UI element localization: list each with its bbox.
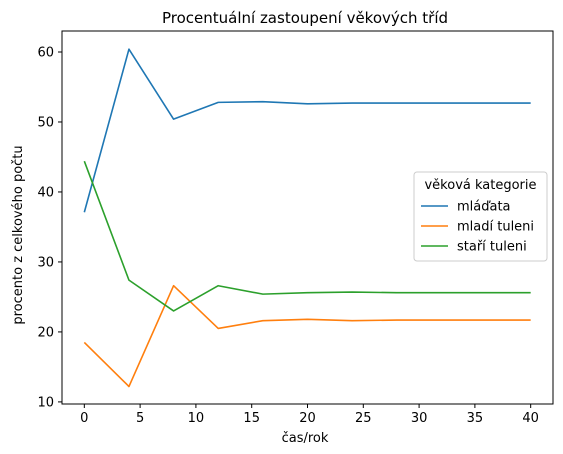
series-line-2: [83, 284, 531, 388]
y-tick-label: 60: [37, 45, 54, 60]
y-axis: 10 20 30 40 50 60: [37, 45, 62, 410]
x-tick-label: 40: [522, 411, 539, 426]
x-axis: 0 5 10 15 20 25 30 35 40: [80, 404, 539, 426]
y-tick-label: 20: [37, 325, 54, 340]
series-line-3: [83, 160, 531, 312]
y-tick-label: 40: [37, 185, 54, 200]
legend-label-3: staří tuleni: [457, 240, 527, 255]
series-lines: [83, 48, 531, 388]
x-tick-label: 10: [188, 411, 205, 426]
chart-title: Procentuální zastoupení věkových tříd: [162, 9, 448, 27]
legend-label-1: mláďata: [457, 200, 511, 215]
x-tick-label: 5: [136, 411, 144, 426]
series-line-1: [83, 48, 531, 213]
y-tick-label: 50: [37, 115, 54, 130]
legend-label-2: mladí tuleni: [457, 220, 534, 235]
legend-box: [413, 171, 548, 262]
y-axis-title: procento z celkového počtu: [11, 145, 26, 324]
x-tick-label: 20: [299, 411, 316, 426]
x-axis-title: čas/rok: [282, 431, 329, 446]
legend: věková kategorie mláďata mladí tuleni stař…: [413, 171, 548, 262]
x-tick-label: 30: [411, 411, 428, 426]
x-tick-label: 25: [355, 411, 372, 426]
y-tick-label: 30: [37, 255, 54, 270]
x-tick-label: 15: [243, 411, 260, 426]
x-tick-label: 0: [80, 411, 88, 426]
y-tick-label: 10: [37, 395, 54, 410]
x-tick-label: 35: [467, 411, 484, 426]
legend-title: věková kategorie: [424, 178, 536, 193]
